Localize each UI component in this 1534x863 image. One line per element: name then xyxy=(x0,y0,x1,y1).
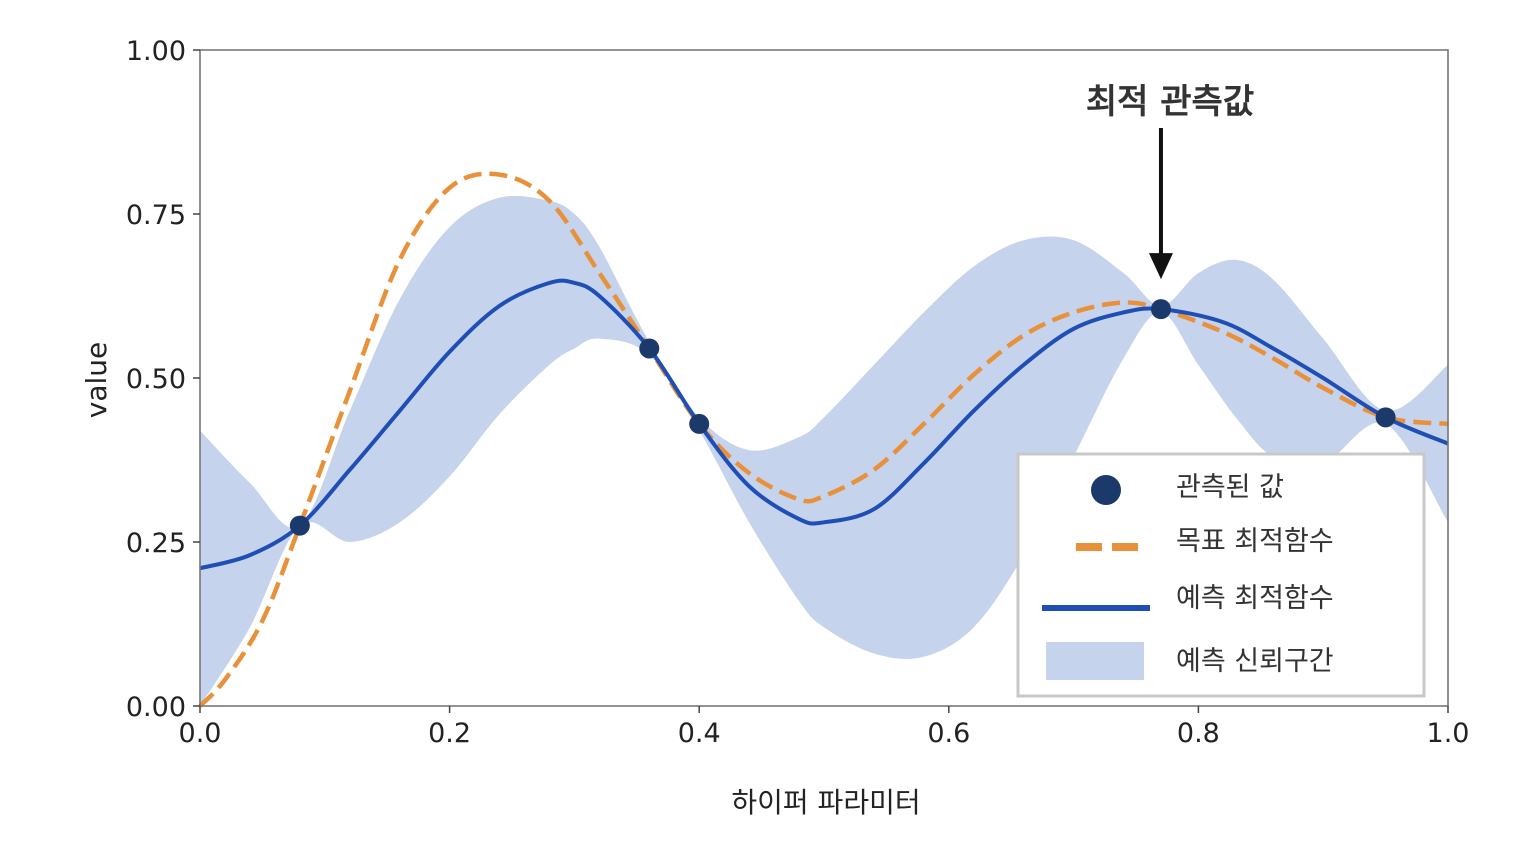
x-axis-ticks: 0.0 0.2 0.4 0.6 0.8 1.0 xyxy=(179,706,1470,749)
x-tick-label: 0.0 xyxy=(179,718,222,749)
legend: 관측된 값 목표 최적함수 예측 최적함수 예측 신뢰구간 xyxy=(1016,452,1426,698)
observed-point xyxy=(289,515,310,536)
observed-point xyxy=(1150,299,1171,320)
legend-label-confidence: 예측 신뢰구간 xyxy=(1176,646,1334,677)
annotation-text: 최적 관측값 xyxy=(1086,82,1254,122)
confidence-band xyxy=(200,195,1448,706)
y-tick-label: 0.25 xyxy=(126,528,186,559)
y-tick-label: 0.00 xyxy=(126,692,186,723)
target-function-line xyxy=(198,171,1449,708)
y-axis-title: value xyxy=(80,342,113,418)
x-tick-label: 0.6 xyxy=(927,718,970,749)
legend-label-predicted: 예측 최적함수 xyxy=(1176,583,1334,614)
legend-label-observed: 관측된 값 xyxy=(1176,472,1284,503)
y-tick-label: 0.75 xyxy=(126,200,186,231)
observed-point xyxy=(689,413,710,434)
series-line-layer xyxy=(198,171,1449,708)
x-axis-title: 하이퍼 파라미터 xyxy=(731,786,920,819)
annotation-arrow-head xyxy=(1148,253,1173,280)
observed-point xyxy=(1375,407,1396,428)
predicted-function-line xyxy=(199,278,1449,571)
y-tick-label: 1.00 xyxy=(126,36,186,67)
x-tick-label: 1.0 xyxy=(1427,718,1470,749)
y-axis-ticks: 0.00 0.25 0.50 0.75 1.00 xyxy=(126,36,200,723)
x-tick-label: 0.8 xyxy=(1177,718,1220,749)
x-tick-label: 0.2 xyxy=(428,718,471,749)
confidence-band-layer xyxy=(200,195,1448,706)
observed-points-layer xyxy=(289,299,1396,536)
legend-label-target: 목표 최적함수 xyxy=(1176,526,1334,557)
legend-marker-observed xyxy=(1091,475,1121,505)
annotation: 최적 관측값 xyxy=(1086,82,1254,280)
y-tick-label: 0.50 xyxy=(126,364,186,395)
legend-marker-confidence xyxy=(1046,642,1144,680)
x-tick-label: 0.4 xyxy=(678,718,721,749)
observed-point xyxy=(639,338,660,359)
